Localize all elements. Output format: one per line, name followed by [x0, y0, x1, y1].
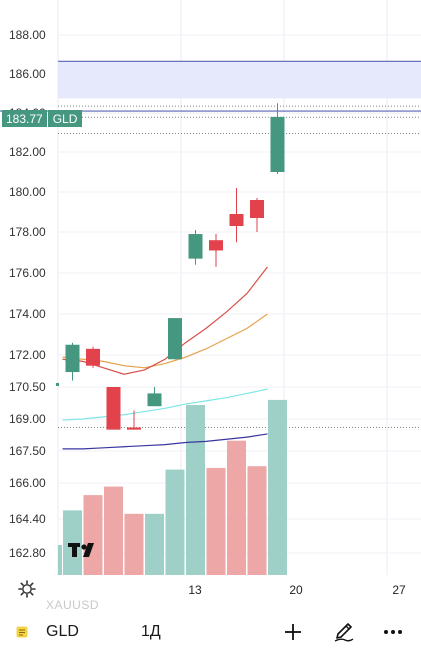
volume-bar: [104, 486, 123, 575]
ma-line-dark: [62, 433, 268, 450]
volume-bar: [165, 469, 185, 575]
volume-bar: [268, 399, 287, 575]
y-axis-label: 170.50: [9, 380, 46, 394]
y-axis-label: 178.00: [9, 225, 46, 239]
volume-bar: [124, 513, 144, 575]
highlight-zone: [0, 60, 421, 112]
y-axis-label: 188.00: [9, 28, 46, 42]
symbol-button[interactable]: GLD: [46, 623, 79, 640]
candle-body: [270, 116, 285, 172]
x-axis-label: 27: [392, 583, 406, 597]
y-axis-label: 180.00: [9, 185, 46, 199]
price-levels: [56, 105, 421, 429]
y-axis-labels: 190.00188.00186.00184.00182.00180.00178.…: [9, 0, 46, 560]
candle-body: [127, 427, 141, 430]
y-axis-label: 166.00: [9, 476, 46, 490]
x-axis-label: 13: [188, 583, 202, 597]
current-price: 183.77: [2, 110, 47, 127]
candle-body: [229, 214, 244, 226]
level-marker: [56, 383, 59, 386]
ma-line-light: [62, 388, 268, 421]
chart-area[interactable]: 190.00188.00186.00184.00182.00180.00178.…: [0, 0, 421, 600]
y-axis-label: 190.00: [9, 0, 46, 3]
price-tag-symbol: GLD: [47, 110, 83, 127]
volume-bar: [83, 495, 103, 575]
y-axis-label: 169.00: [9, 412, 46, 426]
pen-icon[interactable]: [333, 620, 355, 642]
price-chart[interactable]: 190.00188.00186.00184.00182.00180.00178.…: [0, 0, 421, 600]
more-dots-icon[interactable]: [382, 621, 404, 643]
volume-bar: [186, 405, 205, 575]
candle-body: [250, 200, 264, 218]
interval-button[interactable]: 1Д: [141, 623, 161, 640]
y-axis-label: 186.00: [9, 67, 46, 81]
tradingview-logo-icon: [68, 543, 94, 557]
y-axis-label: 172.00: [9, 348, 46, 362]
x-axis-labels: 13 20 27: [188, 583, 406, 597]
volume-bar: [58, 545, 62, 575]
volume-bar: [145, 513, 164, 575]
y-axis-label: 176.00: [9, 266, 46, 280]
volume-bar: [247, 466, 267, 575]
y-axis-label: 167.50: [9, 444, 46, 458]
x-axis-label: 20: [289, 583, 303, 597]
candles: [65, 103, 285, 430]
candle-body: [86, 348, 100, 366]
candle-body: [168, 318, 182, 360]
symbol-watermark: XAUUSD: [46, 598, 100, 612]
y-axis-label: 162.80: [9, 546, 46, 560]
y-axis-label: 174.00: [9, 307, 46, 321]
bottom-toolbar: GLD 1Д: [0, 614, 421, 648]
volume-bar: [227, 440, 246, 575]
plus-icon[interactable]: [282, 621, 304, 643]
candle-body: [147, 393, 162, 407]
symbol-badge-icon[interactable]: [16, 626, 28, 638]
y-axis-label: 182.00: [9, 145, 46, 159]
candle-body: [106, 387, 121, 430]
zone-fill: [58, 61, 421, 99]
volume-bars: [58, 399, 287, 575]
current-price-tag: 183.77 GLD: [2, 110, 83, 127]
candle-body: [188, 234, 203, 259]
y-axis-label: 164.40: [9, 512, 46, 526]
volume-bar: [63, 510, 82, 575]
candle-body: [65, 344, 80, 373]
volume-bar: [206, 467, 226, 575]
gear-icon[interactable]: [17, 579, 37, 599]
candle-body: [209, 240, 223, 251]
